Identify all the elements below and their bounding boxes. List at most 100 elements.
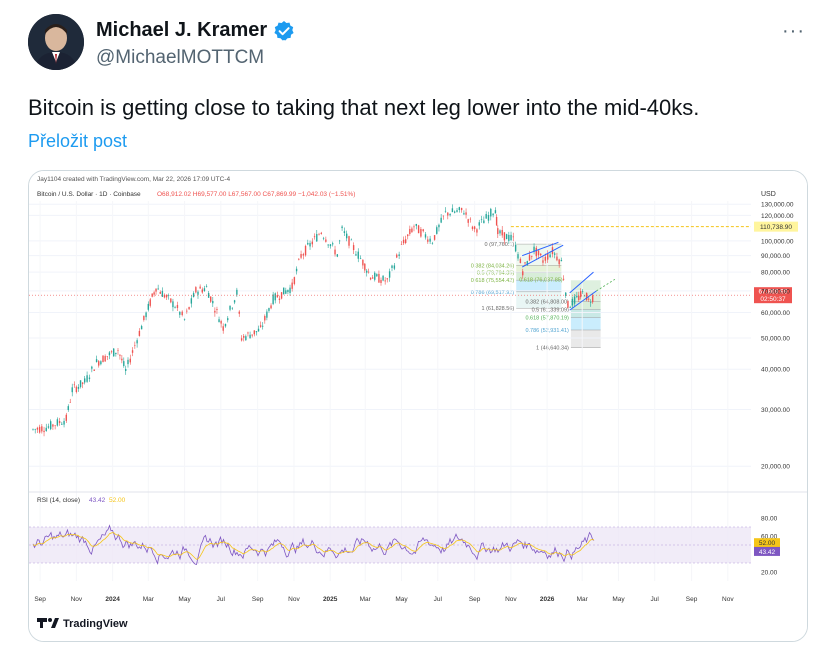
time-tick-label: Nov [722, 596, 734, 603]
price-candle-body [121, 358, 123, 361]
translate-post-link[interactable]: Přeložit post [28, 131, 128, 151]
price-candle-body [125, 368, 127, 371]
price-candle-body [384, 280, 386, 282]
price-candle-body [285, 290, 287, 294]
price-candle-body [174, 307, 176, 308]
price-candle-body [145, 312, 147, 318]
price-candle-body [58, 421, 61, 423]
time-tick-label: Sep [469, 596, 481, 603]
price-candle-body [585, 292, 588, 301]
price-candle-body [355, 254, 357, 256]
price-axis: 130,000.00 120,000.00 100,000.00 90,000.00 8… [761, 202, 794, 471]
price-candle-body [117, 350, 119, 351]
price-candle-body [364, 263, 366, 271]
fib-upper-label: 0 (97,760.1) [485, 242, 515, 248]
channel-upper-line [521, 241, 559, 257]
price-candle-body [138, 330, 141, 336]
price-candle-body [282, 287, 285, 295]
price-candle-body [201, 289, 203, 293]
price-candle-body [67, 406, 69, 410]
time-tick-label: 2026 [540, 596, 555, 603]
fib-lower-label: 0.5 (61,339.09) [532, 307, 569, 313]
price-candle-body [264, 316, 266, 321]
price-candle-body [451, 208, 454, 213]
price-candle-body [503, 232, 506, 241]
price-candle-body [442, 215, 445, 217]
price-candle-body [569, 307, 571, 308]
price-candle-body [262, 325, 264, 327]
fib-lower-zone [570, 309, 601, 318]
price-candle-body [382, 275, 384, 281]
price-candle-body [197, 291, 199, 295]
rsi-signal-value: 52.00 [109, 497, 126, 504]
price-candle-body [497, 228, 499, 235]
price-candle-body [512, 236, 514, 238]
price-candle-body [52, 424, 54, 427]
price-candle-body [490, 208, 492, 217]
rsi-pane: 80.00 60.00 20.00 52.00 43.42 [29, 516, 780, 577]
price-candle-body [413, 226, 415, 228]
price-candle-body [329, 244, 332, 247]
price-candle-body [463, 213, 465, 215]
price-candle-body [170, 298, 172, 303]
time-tick-label: Mar [577, 596, 589, 603]
price-candle-body [298, 258, 300, 260]
price-candle-body [104, 356, 106, 362]
price-candle-body [583, 295, 586, 297]
price-candle-body [293, 277, 296, 284]
price-candle-body [456, 210, 458, 212]
time-tick-label: Nov [71, 596, 83, 603]
rsi-value-tag-label: 43.42 [759, 549, 776, 556]
rsi-tick-label: 80.00 [761, 516, 778, 523]
author-avatar[interactable] [28, 14, 84, 70]
price-candle-body [183, 318, 186, 320]
price-candle-body [465, 212, 467, 215]
price-candle-body [487, 215, 490, 221]
price-candle-body [420, 228, 422, 237]
price-candle-body [276, 295, 279, 298]
price-tick-label: 20,000.00 [761, 464, 790, 471]
price-candle-body [422, 229, 424, 232]
price-candle-body [274, 293, 276, 301]
price-candle-body [480, 219, 483, 220]
price-candle-body [571, 298, 574, 306]
price-candle-body [163, 294, 166, 298]
more-options-button[interactable]: ··· [782, 20, 805, 42]
price-candle-body [278, 298, 281, 300]
price-candle-body [216, 309, 218, 311]
price-candle-body [218, 319, 220, 323]
price-candle-body [578, 295, 580, 301]
price-candle-body [47, 426, 50, 428]
price-candle-body [318, 234, 320, 236]
price-candle-body [157, 288, 159, 290]
fib-upper-zone [516, 280, 562, 292]
time-tick-label: May [395, 596, 408, 603]
price-candle-body [469, 218, 472, 220]
author-handle[interactable]: @MichaelMOTTCM [96, 47, 265, 68]
price-candle-body [81, 382, 84, 384]
price-candle-body [236, 289, 238, 295]
price-candle-body [505, 234, 508, 240]
price-candle-body [91, 366, 93, 369]
price-candle-body [327, 244, 329, 246]
tweet-media-chart[interactable]: Jay1104 created with TradingView.com, Ma… [28, 170, 808, 642]
price-candle-body [295, 268, 298, 272]
author-name[interactable]: Michael J. Kramer [96, 19, 268, 41]
fib-upper-label: 0.382 (84,034.26) [471, 263, 515, 269]
rsi-label: RSI (14, close) [37, 497, 80, 504]
price-candle-body [311, 241, 313, 245]
price-candle-body [581, 291, 584, 292]
price-candle-body [243, 335, 245, 338]
price-candle-body [332, 243, 334, 245]
price-tick-label: 70,000.00 [761, 288, 790, 295]
price-candle-body [556, 256, 558, 261]
target-price-label: 110,738.90 [760, 224, 792, 231]
chart-symbol-text: Bitcoin / U.S. Dollar · 1D · Coinbase [37, 191, 141, 198]
price-candle-body [407, 234, 409, 237]
tradingview-logo-text: TradingView [63, 618, 128, 630]
price-candle-body [396, 254, 398, 258]
current-price-label: 67,869.99 [759, 289, 788, 296]
price-candle-body [590, 302, 592, 303]
price-candle-body [179, 311, 181, 315]
